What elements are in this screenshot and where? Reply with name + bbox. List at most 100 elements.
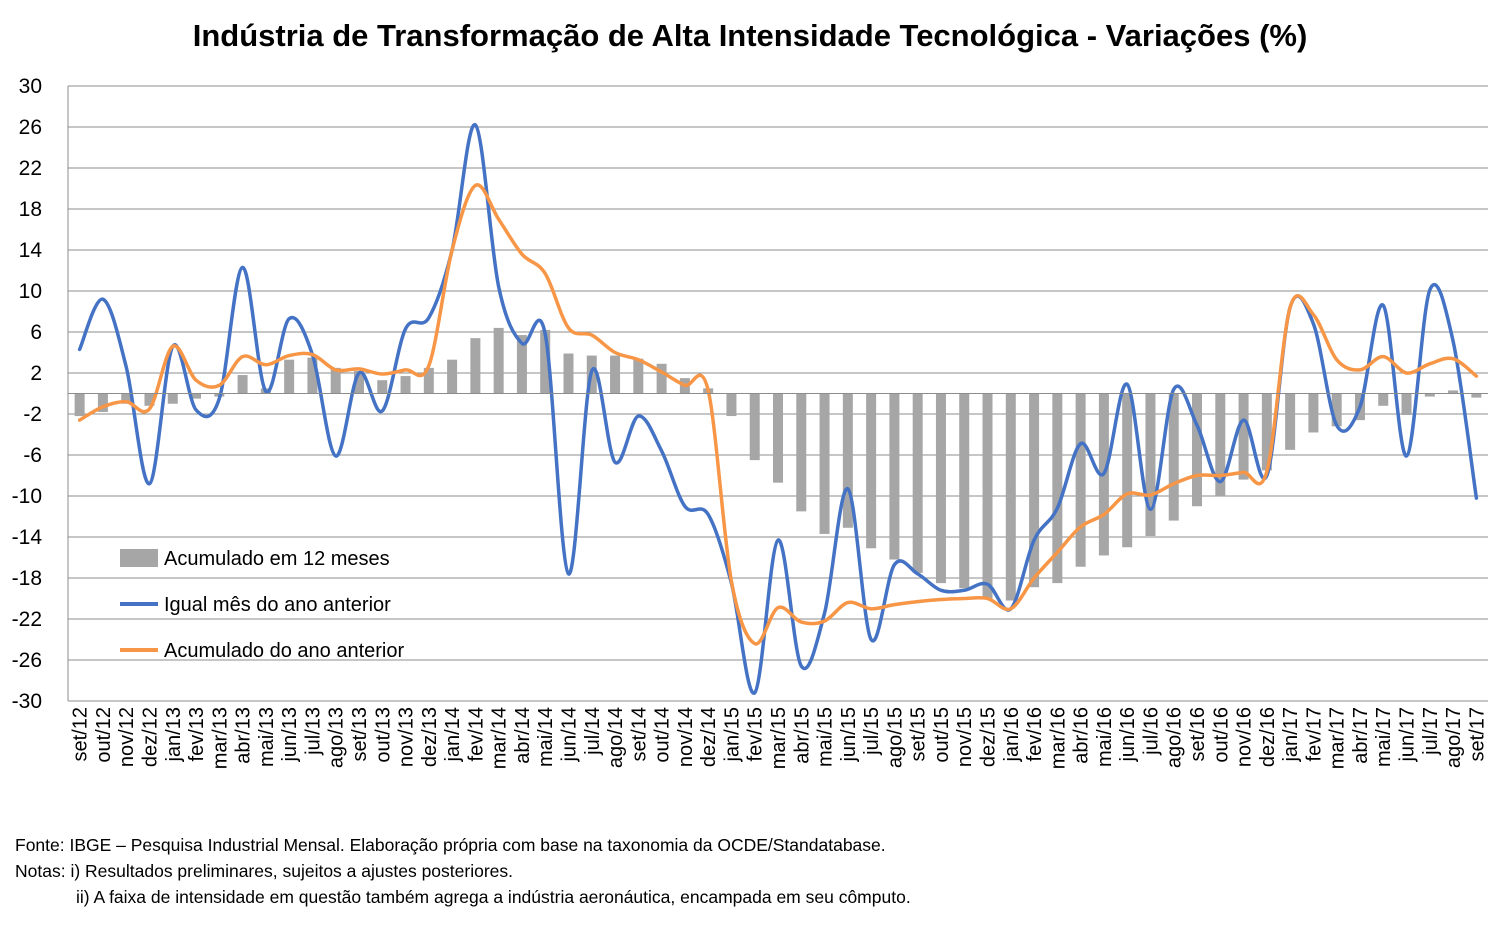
bar	[889, 393, 900, 560]
bar	[633, 358, 644, 394]
x-tick-label: abr/15	[791, 707, 813, 764]
bar	[563, 353, 574, 394]
bar	[1448, 390, 1459, 394]
x-tick-label: mai/16	[1094, 707, 1116, 767]
x-tick-label: set/16	[1187, 707, 1209, 761]
bar	[121, 393, 132, 404]
x-tick-label: dez/16	[1257, 707, 1279, 767]
bar	[1238, 393, 1249, 480]
x-tick-label: set/14	[628, 707, 650, 761]
bar	[1215, 393, 1226, 496]
x-tick-label: mai/13	[256, 707, 278, 767]
x-tick-label: fev/15	[745, 707, 767, 761]
bar	[773, 393, 783, 483]
y-tick-label: -14	[12, 526, 43, 549]
bar	[1075, 393, 1086, 567]
source-note: Fonte: IBGE – Pesquisa Industrial Mensal…	[15, 835, 886, 855]
x-tick-label: fev/14	[465, 707, 487, 761]
x-tick-label: mar/14	[489, 707, 511, 769]
bar	[656, 363, 667, 394]
line-series	[77, 123, 1479, 695]
bar	[1471, 393, 1482, 398]
x-tick-label: jun/13	[279, 707, 301, 763]
x-tick-label: fev/13	[186, 707, 208, 761]
x-tick-label: jan/15	[721, 707, 743, 763]
bar	[400, 376, 411, 394]
x-tick-label: jan/16	[1001, 707, 1023, 763]
x-tick-label: jan/17	[1280, 707, 1302, 763]
bar	[1331, 393, 1342, 427]
bar	[866, 393, 877, 549]
chart-title: Indústria de Transformação de Alta Inten…	[192, 18, 1308, 53]
bar	[1005, 393, 1016, 601]
bar	[74, 393, 85, 417]
x-tick-label: fev/16	[1024, 707, 1046, 761]
x-tick-label: ago/14	[605, 707, 627, 768]
y-tick-label: -18	[12, 567, 42, 590]
y-tick-label: 14	[19, 239, 43, 262]
x-tick-label: abr/14	[512, 707, 534, 764]
x-tick-label: mai/14	[535, 707, 557, 767]
bar	[1378, 393, 1389, 406]
x-tick-label: jul/16	[1140, 707, 1162, 756]
y-tick-label: -26	[12, 649, 42, 672]
bar	[167, 393, 178, 404]
bar	[912, 393, 923, 573]
bar	[307, 357, 318, 394]
y-tick-label: 6	[30, 321, 42, 344]
x-tick-label: mar/16	[1047, 707, 1069, 769]
y-tick-label: 10	[19, 280, 42, 303]
legend-swatch-bar	[120, 549, 158, 567]
axes: 30 26 22 18 14 10 6 2 -2 -6 -10 -14 -18 -22 -26 -30 set/…	[12, 75, 1489, 769]
x-tick-label: ago/16	[1164, 707, 1186, 768]
x-tick-label: jun/17	[1397, 707, 1419, 763]
y-tick-label: 26	[19, 116, 42, 139]
bar	[493, 327, 504, 394]
x-tick-label: abr/17	[1350, 707, 1372, 764]
legend-label: Acumulado do ano anterior	[164, 640, 404, 662]
x-tick-label: nov/16	[1234, 707, 1256, 767]
bar	[935, 393, 946, 584]
bar	[1168, 393, 1179, 521]
x-tick-label: out/14	[652, 707, 674, 763]
bar	[959, 393, 970, 589]
bar-series	[74, 327, 1482, 601]
bar	[423, 367, 434, 394]
x-tick-label: jul/13	[302, 707, 324, 756]
bar	[237, 375, 248, 394]
x-tick-label: set/12	[70, 707, 92, 761]
bar	[191, 393, 202, 399]
bar	[842, 393, 853, 528]
bar	[1308, 393, 1319, 433]
x-tick-label: nov/12	[116, 707, 138, 767]
x-tick-label: dez/13	[419, 707, 441, 767]
bar	[819, 393, 830, 534]
line-acumulado-ano	[77, 183, 1479, 646]
bar	[447, 359, 458, 394]
bar	[1052, 393, 1063, 584]
x-tick-label: jul/14	[582, 707, 604, 756]
y-tick-label: -30	[12, 690, 42, 713]
x-tick-label: ago/15	[884, 707, 906, 768]
x-tick-label: mar/13	[209, 707, 231, 769]
x-tick-label: mar/15	[768, 707, 790, 769]
x-tick-label: jul/17	[1420, 707, 1442, 756]
y-tick-label: 2	[30, 362, 42, 385]
x-tick-label: jan/14	[442, 707, 464, 763]
x-tick-label: jul/15	[861, 707, 883, 756]
x-tick-label: out/16	[1210, 707, 1232, 763]
y-tick-label: -6	[23, 444, 42, 467]
bar	[330, 367, 341, 394]
y-tick-label: 22	[19, 157, 42, 180]
x-tick-label: fev/17	[1303, 707, 1325, 761]
legend-label: Igual mês do ano anterior	[164, 594, 391, 616]
bar	[1145, 393, 1156, 536]
x-tick-label: jan/13	[163, 707, 185, 763]
bar	[540, 329, 551, 394]
y-tick-label: 18	[19, 198, 42, 221]
x-tick-label: mai/17	[1373, 707, 1395, 767]
y-tick-label: -10	[12, 485, 42, 508]
note-aeronautics: ii) A faixa de intensidade em questão ta…	[76, 887, 911, 907]
x-tick-label: dez/12	[139, 707, 161, 767]
bar	[97, 393, 108, 412]
